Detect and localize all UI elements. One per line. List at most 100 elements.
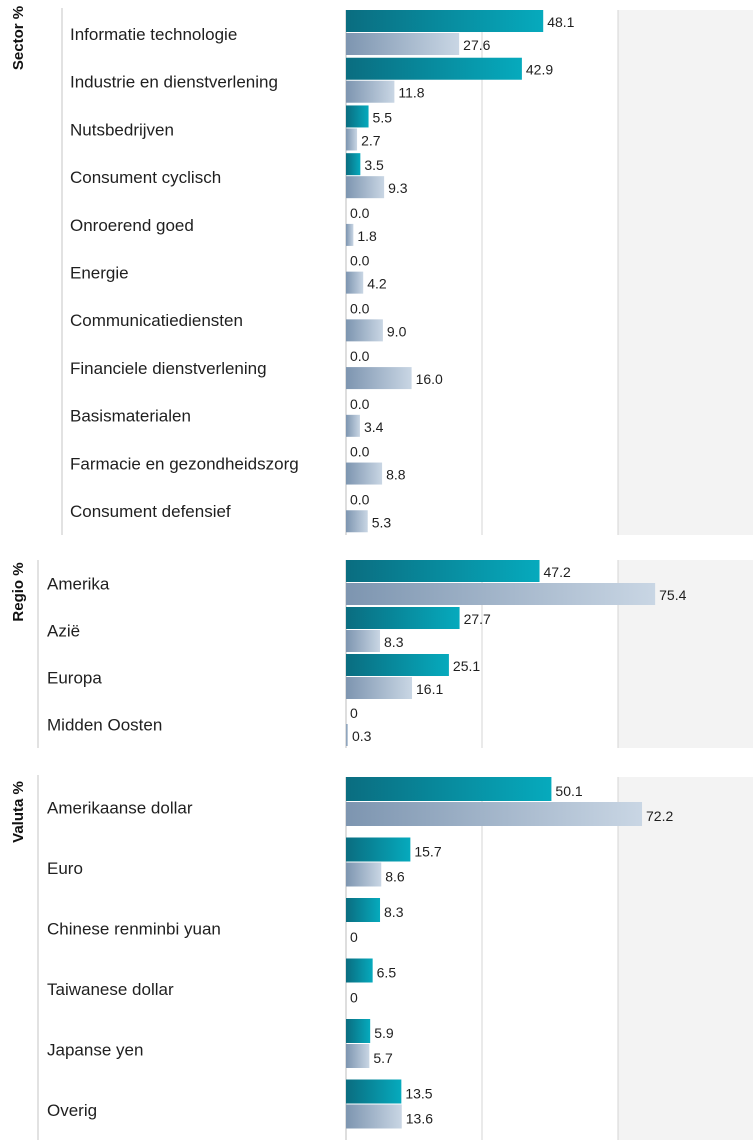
bar-series-1 [346,105,369,128]
bar-value-label: 2.7 [361,132,381,148]
category-label: Europa [47,669,102,688]
bar-series-1 [346,654,449,676]
bar-value-label: 13.6 [406,1111,433,1127]
bar-value-label: 15.7 [414,844,441,860]
section-title: Sector % [10,6,27,70]
bar-value-label: 8.8 [386,467,406,483]
bar-series-2 [346,128,358,151]
bar-value-label: 5.3 [372,514,392,530]
bar-series-2 [346,271,364,294]
category-label: Nutsbedrijven [70,120,174,139]
bar-value-label: 27.7 [464,611,491,627]
bar-series-2 [346,630,381,652]
bar-value-label: 50.1 [555,783,582,799]
category-label: Industrie en dienstverlening [70,73,278,92]
bar-value-label: 48.1 [547,14,574,30]
bar-series-1 [346,10,544,32]
section-title: Valuta % [10,781,27,843]
panel-1: Regio % Amerika 47.2 75.4 Azië 27.7 8.3 Europa 2… [10,560,753,748]
panel-2: Valuta % Amerikaanse dollar 50.1 72.2 Euro 15… [10,775,753,1140]
category-label: Taiwanese dollar [47,980,174,999]
bar-value-label: 42.9 [526,62,553,78]
category-label: Communicatiediensten [70,311,243,330]
bar-value-label: 3.4 [364,419,384,435]
bar-series-1 [346,1019,371,1043]
bar-series-1 [346,560,540,582]
bar-value-label: 0.0 [350,253,370,269]
category-label: Basismaterialen [70,407,191,426]
bar-value-label: 3.5 [364,157,384,173]
bar-value-label: 27.6 [463,37,490,53]
category-label: Onroerend goed [70,216,194,235]
bar-value-label: 9.3 [388,180,408,196]
category-label: Chinese renminbi yuan [47,919,221,938]
bar-value-label: 25.1 [453,658,480,674]
bar-value-label: 1.8 [357,228,377,244]
bar-series-2 [346,319,383,342]
bar-value-label: 8.6 [385,869,405,885]
bar-series-2 [346,223,354,246]
bar-series-1 [346,837,411,862]
bar-value-label: 72.2 [646,808,673,824]
bar-value-label: 5.7 [373,1050,393,1066]
bar-series-2 [346,176,385,199]
category-label: Azië [47,622,80,641]
category-label: Amerikaanse dollar [47,798,193,817]
bar-series-1 [346,153,361,176]
bar-series-2 [346,510,368,533]
bar-value-label: 0.0 [350,444,370,460]
bar-series-1 [346,1079,402,1104]
bar-series-2 [346,802,643,826]
bar-series-1 [346,958,373,983]
bar-value-label: 4.2 [367,276,387,292]
bar-series-1 [346,777,552,801]
bar-series-2 [346,583,656,605]
bar-series-2 [346,367,412,390]
category-label: Consument cyclisch [70,168,221,187]
bar-series-2 [346,862,382,887]
bar-series-1 [346,57,522,80]
bar-value-label: 16.0 [416,371,443,387]
bar-value-label: 11.8 [398,85,424,101]
bar-value-label: 6.5 [377,965,397,981]
section-title: Regio % [10,562,27,621]
bar-value-label: 0 [350,929,358,945]
bar-value-label: 0.0 [350,300,370,316]
bar-value-label: 0.3 [352,728,372,744]
bar-series-2 [346,33,460,55]
bar-value-label: 0.0 [350,396,370,412]
category-label: Japanse yen [47,1040,143,1059]
bar-value-label: 13.5 [405,1086,432,1102]
panel-0: Sector % Informatie technologie 48.1 27.6 In… [10,6,753,535]
bar-value-label: 0 [350,990,358,1006]
bar-value-label: 0.0 [350,205,370,221]
category-label: Overig [47,1101,97,1120]
bar-value-label: 5.5 [373,109,393,125]
category-label: Informatie technologie [70,25,237,44]
category-label: Amerika [47,575,110,594]
bar-value-label: 8.3 [384,904,404,920]
bar-value-label: 75.4 [659,587,686,603]
bar-value-label: 8.3 [384,634,404,650]
bar-series-2 [346,1044,370,1068]
bar-series-2 [346,414,360,437]
bar-series-1 [346,898,381,922]
category-label: Energie [70,264,129,283]
bar-value-label: 9.0 [387,323,407,339]
bar-value-label: 47.2 [544,564,571,580]
bar-value-label: 0 [350,705,358,721]
category-label: Farmacie en gezondheidszorg [70,454,299,473]
category-label: Euro [47,859,83,878]
bar-value-label: 0.0 [350,491,370,507]
bar-series-2 [346,462,383,485]
bar-series-2 [346,677,413,699]
bar-series-2 [346,80,395,103]
plot-shade [618,10,753,535]
bar-value-label: 5.9 [374,1025,394,1041]
bar-series-1 [346,607,460,629]
bar-series-2 [346,1104,402,1129]
category-label: Midden Oosten [47,716,162,735]
bar-series-2 [346,724,348,746]
bar-value-label: 16.1 [416,681,443,697]
